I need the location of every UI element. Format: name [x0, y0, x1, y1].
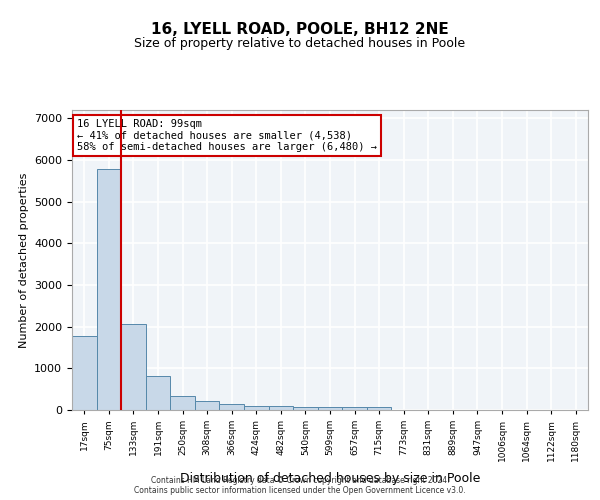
Bar	[220, 404, 244, 410]
Bar	[318, 408, 342, 410]
Bar	[195, 400, 220, 410]
X-axis label: Distribution of detached houses by size in Poole: Distribution of detached houses by size …	[180, 472, 480, 486]
Bar	[367, 408, 391, 410]
Bar	[342, 408, 367, 410]
Bar	[121, 324, 146, 410]
Text: 16, LYELL ROAD, POOLE, BH12 2NE: 16, LYELL ROAD, POOLE, BH12 2NE	[151, 22, 449, 38]
Bar	[244, 406, 269, 410]
Bar	[170, 396, 195, 410]
Bar	[72, 336, 97, 410]
Text: Contains HM Land Registry data © Crown copyright and database right 2024.
Contai: Contains HM Land Registry data © Crown c…	[134, 476, 466, 495]
Text: Size of property relative to detached houses in Poole: Size of property relative to detached ho…	[134, 38, 466, 51]
Y-axis label: Number of detached properties: Number of detached properties	[19, 172, 29, 348]
Bar	[146, 376, 170, 410]
Bar	[269, 406, 293, 410]
Text: 16 LYELL ROAD: 99sqm
← 41% of detached houses are smaller (4,538)
58% of semi-de: 16 LYELL ROAD: 99sqm ← 41% of detached h…	[77, 119, 377, 152]
Bar	[97, 169, 121, 410]
Bar	[293, 407, 318, 410]
